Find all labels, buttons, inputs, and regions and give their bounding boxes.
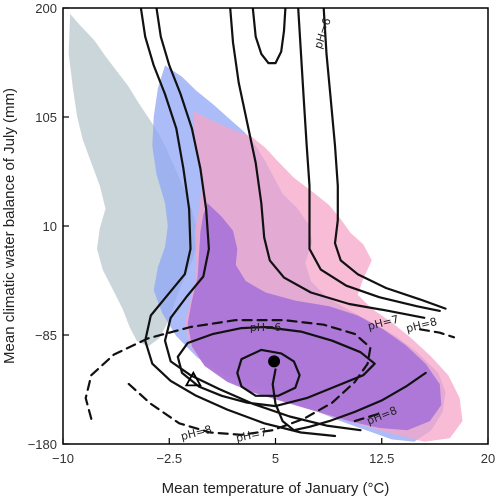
contour-label-2: pH=6	[250, 321, 281, 334]
y-tick-label: −85	[35, 328, 57, 343]
y-axis: −180 −85 10 105 200	[28, 1, 69, 452]
y-tick-label: −180	[28, 437, 57, 452]
contour-line-8	[176, 325, 376, 408]
contour-line-9	[271, 368, 427, 432]
contour-line-1	[251, 8, 287, 65]
x-tick-label: 12.5	[369, 451, 394, 466]
y-axis-label: Mean climatic water balance of July (mm)	[1, 88, 18, 364]
contour-line-12	[353, 413, 379, 423]
contour-line-7	[236, 348, 301, 397]
region-overlap-region	[187, 203, 442, 431]
contour-line-11	[418, 328, 456, 339]
contour-line-5	[322, 8, 447, 310]
x-tick-label: 5	[272, 451, 279, 466]
y-tick-label: 105	[35, 110, 57, 125]
regions-layer	[68, 13, 463, 442]
contours-layer	[84, 8, 456, 438]
contour-line-6	[297, 8, 441, 312]
x-tick-label: −2.5	[156, 451, 182, 466]
triangle-marker	[184, 370, 202, 387]
contour-line-10	[84, 319, 372, 436]
x-tick-label: −10	[52, 451, 74, 466]
contour-line-4	[229, 8, 426, 319]
contour-line-2	[139, 8, 337, 438]
circle-marker	[268, 355, 281, 368]
y-tick-label: 10	[43, 219, 57, 234]
x-axis: −10 −2.5 5 12.5 20	[52, 438, 495, 466]
y-tick-label: 200	[35, 1, 57, 16]
x-tick-label: 20	[481, 451, 495, 466]
contour-label-5: pH=7	[235, 426, 268, 445]
markers-layer	[184, 355, 281, 387]
x-axis-label: Mean temperature of January (°C)	[162, 480, 390, 497]
